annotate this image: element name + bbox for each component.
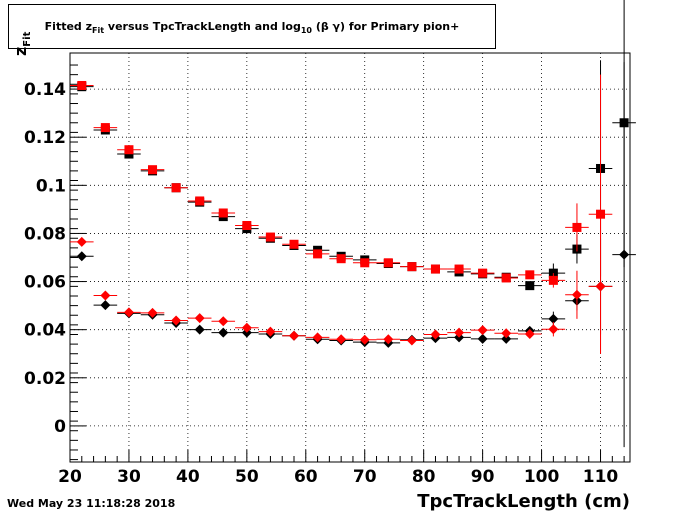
x-tick-label: 40 bbox=[176, 467, 200, 487]
data-point-diamond bbox=[100, 300, 111, 311]
x-tick-label: 100 bbox=[524, 467, 560, 487]
data-point-square bbox=[501, 273, 511, 283]
data-point-diamond bbox=[359, 334, 370, 345]
y-tick-label: 0.06 bbox=[24, 273, 66, 293]
data-point-diamond bbox=[336, 334, 347, 345]
data-point-square bbox=[242, 221, 252, 231]
data-point-square bbox=[525, 281, 535, 291]
data-point-square bbox=[596, 209, 606, 219]
data-point-diamond bbox=[218, 327, 229, 338]
data-point-square bbox=[77, 80, 87, 90]
data-point-diamond bbox=[76, 251, 87, 262]
data-point-diamond bbox=[548, 324, 559, 335]
x-tick-label: 60 bbox=[294, 467, 318, 487]
data-point-diamond bbox=[265, 326, 276, 337]
data-point-square bbox=[360, 258, 370, 268]
data-point-diamond bbox=[100, 290, 111, 301]
x-tick-label: 30 bbox=[117, 467, 141, 487]
y-tick-label: 0.08 bbox=[24, 224, 66, 244]
title-box: Fitted zFit versus TpcTrackLength and lo… bbox=[8, 4, 496, 49]
data-point-diamond bbox=[406, 335, 417, 346]
data-point-square bbox=[100, 123, 110, 133]
data-point-diamond bbox=[477, 325, 488, 336]
data-point-diamond bbox=[241, 322, 252, 333]
data-point-square bbox=[430, 264, 440, 274]
data-point-square bbox=[525, 270, 535, 280]
data-point-diamond bbox=[171, 315, 182, 326]
x-tick-label: 50 bbox=[235, 467, 259, 487]
data-point-diamond bbox=[595, 281, 606, 292]
data-point-square bbox=[383, 258, 393, 268]
data-point-diamond bbox=[454, 327, 465, 338]
data-point-diamond bbox=[312, 332, 323, 343]
x-tick-label: 20 bbox=[58, 467, 82, 487]
data-point-diamond bbox=[477, 333, 488, 344]
data-point-diamond bbox=[383, 334, 394, 345]
data-point-square bbox=[289, 239, 299, 249]
x-tick-label: 80 bbox=[412, 467, 436, 487]
data-point-diamond bbox=[289, 330, 299, 341]
y-tick-label: 0.14 bbox=[24, 80, 66, 100]
plot-frame bbox=[69, 52, 631, 463]
data-point-diamond bbox=[194, 313, 205, 324]
data-point-square bbox=[454, 264, 464, 274]
data-point-diamond bbox=[571, 289, 582, 300]
data-point-square bbox=[407, 262, 417, 272]
data-point-diamond bbox=[123, 307, 134, 318]
data-point-diamond bbox=[430, 329, 441, 340]
data-point-diamond bbox=[501, 328, 512, 339]
y-tick-label: 0.12 bbox=[24, 128, 66, 148]
chart-title: Fitted zFit versus TpcTrackLength and lo… bbox=[44, 20, 460, 36]
data-point-square bbox=[218, 208, 228, 218]
data-point-square bbox=[171, 183, 181, 193]
data-point-square bbox=[572, 222, 582, 232]
y-tick-label: 0 bbox=[54, 417, 66, 437]
data-point-square bbox=[548, 275, 558, 285]
timestamp: Wed May 23 11:18:28 2018 bbox=[7, 497, 176, 510]
x-tick-label: 70 bbox=[353, 467, 377, 487]
y-tick-label: 0.02 bbox=[24, 369, 66, 389]
data-point-diamond bbox=[76, 236, 87, 247]
data-point-diamond bbox=[548, 313, 559, 324]
x-axis-label: TpcTrackLength (cm) bbox=[417, 491, 630, 512]
data-point-square bbox=[265, 232, 275, 242]
data-point-square bbox=[336, 254, 346, 264]
x-tick-label: 110 bbox=[583, 467, 619, 487]
data-point-square bbox=[148, 165, 158, 175]
data-point-square bbox=[313, 249, 323, 259]
data-point-diamond bbox=[218, 316, 229, 327]
data-point-square bbox=[124, 145, 134, 155]
data-point-diamond bbox=[147, 307, 158, 318]
data-point-diamond bbox=[619, 249, 630, 260]
y-tick-label: 0.04 bbox=[24, 321, 66, 341]
data-point-square bbox=[195, 196, 205, 206]
data-point-diamond bbox=[524, 329, 535, 340]
y-axis-label: zFit bbox=[11, 31, 34, 56]
x-tick-label: 90 bbox=[471, 467, 495, 487]
data-point-square bbox=[478, 268, 488, 278]
y-tick-label: 0.1 bbox=[36, 176, 66, 196]
data-point-diamond bbox=[501, 333, 512, 344]
data-point-diamond bbox=[194, 324, 205, 335]
